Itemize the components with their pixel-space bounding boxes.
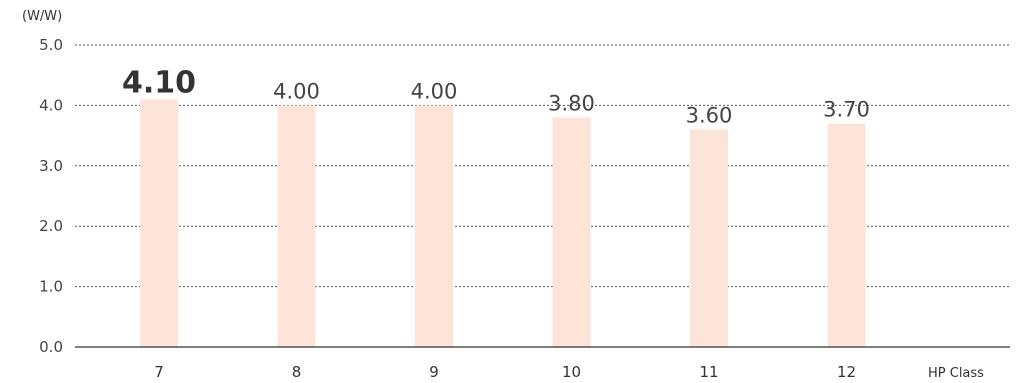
data-label: 3.80 (548, 91, 595, 115)
bar (552, 117, 591, 347)
y-tick-label: 5.0 (39, 36, 63, 54)
x-axis-ticks: 7 8 9 10 11 12 (154, 363, 856, 381)
bar (827, 123, 866, 348)
bar (415, 105, 453, 348)
x-tick-label: 10 (562, 363, 581, 381)
x-tick-label: 11 (699, 363, 718, 381)
x-tick-label: 7 (154, 363, 164, 381)
bars (140, 99, 866, 348)
data-label: 4.10 (122, 65, 196, 100)
data-labels: 4.10 4.00 4.00 3.80 3.60 3.70 (122, 65, 870, 127)
data-label: 4.00 (411, 79, 458, 103)
y-tick-label: 0.0 (39, 338, 63, 356)
x-axis-label: HP Class (928, 366, 984, 381)
x-tick-label: 9 (429, 363, 439, 381)
bar (690, 129, 728, 347)
y-axis-ticks: 0.0 1.0 2.0 3.0 4.0 5.0 (39, 36, 63, 356)
data-label: 4.00 (273, 79, 320, 103)
x-tick-label: 8 (292, 363, 302, 381)
y-axis-label: (W/W) (22, 9, 62, 24)
x-tick-label: 12 (837, 363, 856, 381)
bar (277, 105, 316, 348)
y-tick-label: 4.0 (39, 96, 63, 114)
y-tick-label: 3.0 (39, 157, 63, 175)
y-tick-label: 1.0 (39, 278, 63, 296)
bar (140, 99, 178, 347)
y-tick-label: 2.0 (39, 217, 63, 235)
gridlines (75, 44, 1010, 288)
data-label: 3.60 (686, 104, 733, 128)
data-label: 3.70 (823, 98, 870, 122)
